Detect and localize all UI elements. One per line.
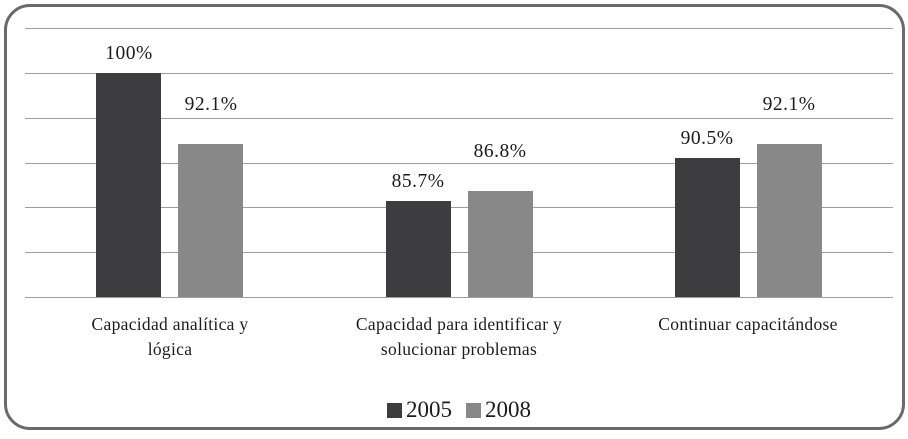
category-label-1: Capacidad analítica y lógica: [91, 314, 249, 359]
legend-swatch-icon: [387, 402, 402, 418]
gridline: [25, 297, 893, 298]
data-label-2005-category-3: 90.5%: [680, 128, 734, 149]
bar-2005-category-2: [386, 201, 451, 297]
legend-label: 2005: [406, 397, 452, 422]
data-label-2008-category-3: 92.1%: [762, 94, 816, 115]
legend-swatch-icon: [466, 402, 481, 418]
category-label-2: Capacidad para identificar y solucionar …: [355, 314, 563, 359]
bar-2005-category-1: [96, 73, 161, 297]
legend-item-2005: 2005: [387, 397, 452, 423]
bar-2008-category-1: [178, 144, 243, 297]
data-label-2005-category-2: 85.7%: [391, 171, 445, 192]
legend: 2005 2008: [25, 396, 893, 424]
bar-2005-category-3: [675, 158, 740, 297]
gridline: [25, 118, 893, 119]
data-label-2008-category-1: 92.1%: [184, 94, 238, 115]
legend-item-2008: 2008: [466, 397, 531, 423]
gridline: [25, 252, 893, 253]
data-label-2008-category-2: 86.8%: [473, 141, 527, 162]
gridline: [25, 28, 893, 29]
gridline: [25, 207, 893, 208]
gridline: [25, 163, 893, 164]
gridline: [25, 73, 893, 74]
data-label-2005-category-1: 100%: [105, 43, 153, 64]
legend-label: 2008: [485, 397, 531, 422]
bar-2008-category-2: [468, 191, 533, 297]
category-label-3: Continuar capacitándose: [658, 314, 838, 334]
bar-2008-category-3: [757, 144, 822, 297]
